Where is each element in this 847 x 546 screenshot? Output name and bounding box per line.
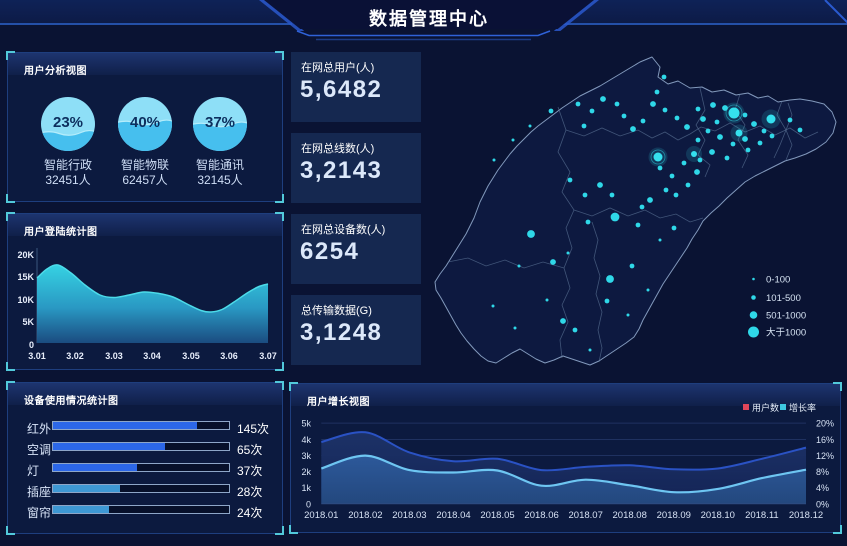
svg-text:20K: 20K [17,250,34,260]
svg-text:2018.01: 2018.01 [304,510,338,521]
svg-text:增长率: 增长率 [789,402,816,413]
svg-text:15K: 15K [17,272,34,282]
svg-text:101-500: 101-500 [766,293,801,304]
svg-text:3.01: 3.01 [28,351,46,361]
svg-text:2k: 2k [301,467,311,477]
svg-text:2018.03: 2018.03 [392,510,426,521]
svg-text:2018.10: 2018.10 [701,510,735,521]
svg-text:0-100: 0-100 [766,275,790,286]
svg-text:3.06: 3.06 [220,351,238,361]
svg-text:2018.04: 2018.04 [436,510,470,521]
svg-text:2018.12: 2018.12 [789,510,823,521]
svg-text:5K: 5K [22,317,34,327]
svg-text:3.03: 3.03 [105,351,123,361]
svg-text:3.04: 3.04 [143,351,161,361]
svg-text:3.05: 3.05 [182,351,200,361]
svg-text:0: 0 [29,340,34,350]
svg-text:2018.05: 2018.05 [480,510,514,521]
svg-text:用户数: 用户数 [752,402,779,413]
svg-text:0%: 0% [816,499,829,509]
svg-text:1k: 1k [301,483,311,493]
svg-text:0: 0 [306,499,311,509]
svg-text:3k: 3k [301,451,311,461]
svg-text:3.02: 3.02 [66,351,84,361]
svg-text:12%: 12% [816,451,834,461]
svg-text:大于1000: 大于1000 [766,327,806,339]
svg-text:2018.06: 2018.06 [524,510,558,521]
svg-text:5k: 5k [301,419,311,429]
svg-text:2018.08: 2018.08 [613,510,647,521]
svg-text:4%: 4% [816,483,829,493]
svg-text:10K: 10K [17,295,34,305]
svg-text:4k: 4k [301,435,311,445]
svg-text:3.07: 3.07 [259,351,277,361]
svg-text:2018.11: 2018.11 [745,510,779,521]
svg-text:20%: 20% [816,419,834,429]
svg-text:16%: 16% [816,435,834,445]
svg-text:2018.09: 2018.09 [657,510,691,521]
svg-text:2018.07: 2018.07 [569,510,603,521]
svg-text:501-1000: 501-1000 [766,311,806,322]
svg-text:2018.02: 2018.02 [348,510,382,521]
svg-text:8%: 8% [816,467,829,477]
